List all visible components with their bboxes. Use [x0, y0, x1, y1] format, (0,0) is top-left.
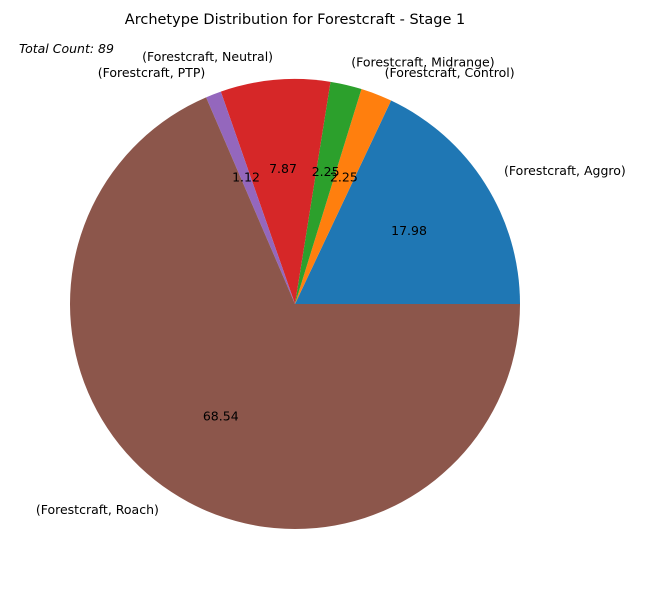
slice-label-forestcraft-control: (Forestcraft, Control) — [385, 65, 515, 80]
slice-pct-forestcraft-neutral: 7.87 — [269, 161, 297, 176]
slice-label-forestcraft-midrange: (Forestcraft, Midrange) — [351, 54, 494, 69]
total-count-annotation: Total Count: 89 — [19, 41, 114, 56]
slice-pct-forestcraft-midrange: 2.25 — [312, 164, 340, 179]
slice-pct-forestcraft-control: 2.25 — [330, 170, 358, 185]
pie-slice-forestcraft-roach — [70, 97, 521, 530]
slice-pct-forestcraft-roach: 68.54 — [203, 408, 239, 423]
slice-label-forestcraft-neutral: (Forestcraft, Neutral) — [142, 49, 273, 64]
pie-slice-forestcraft-ptp — [206, 91, 295, 305]
pie-slice-forestcraft-neutral — [220, 79, 331, 305]
slice-label-forestcraft-ptp: (Forestcraft, PTP) — [98, 65, 206, 80]
slice-pct-forestcraft-aggro: 17.98 — [391, 223, 427, 238]
pie-slice-forestcraft-midrange — [295, 81, 362, 304]
pie-slice-forestcraft-aggro — [295, 100, 520, 304]
chart-title: Archetype Distribution for Forestcraft -… — [125, 12, 465, 28]
pie-slice-forestcraft-control — [295, 89, 392, 304]
pie-labels: (Forestcraft, Aggro) 17.98 (Forestcraft, C… — [36, 49, 626, 517]
slice-pct-forestcraft-ptp: 1.12 — [232, 170, 260, 185]
slice-label-forestcraft-aggro: (Forestcraft, Aggro) — [504, 163, 626, 178]
slice-label-forestcraft-roach: (Forestcraft, Roach) — [36, 502, 159, 517]
pie-slices — [70, 79, 521, 530]
